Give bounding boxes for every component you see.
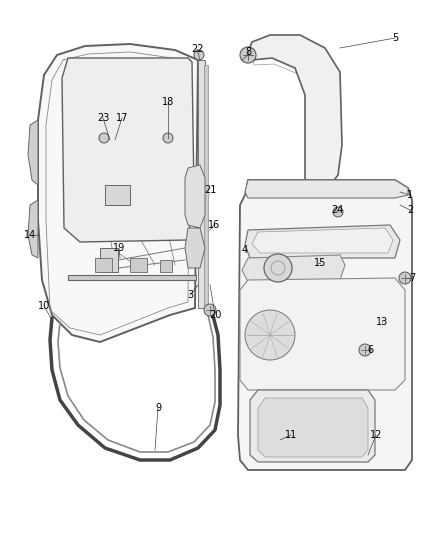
Polygon shape	[28, 120, 38, 185]
Polygon shape	[105, 185, 130, 205]
Polygon shape	[185, 165, 205, 228]
Polygon shape	[100, 248, 118, 272]
Text: 16: 16	[208, 220, 220, 230]
Polygon shape	[240, 278, 405, 390]
Polygon shape	[62, 58, 194, 242]
Polygon shape	[160, 260, 172, 272]
Text: 23: 23	[97, 113, 109, 123]
Text: 4: 4	[242, 245, 248, 255]
Polygon shape	[248, 35, 342, 190]
Polygon shape	[245, 225, 400, 258]
Text: 17: 17	[116, 113, 128, 123]
Circle shape	[204, 304, 216, 316]
Text: 2: 2	[407, 205, 413, 215]
Text: 22: 22	[191, 44, 203, 54]
Circle shape	[99, 133, 109, 143]
Text: 14: 14	[24, 230, 36, 240]
Circle shape	[163, 133, 173, 143]
Text: 6: 6	[367, 345, 373, 355]
Polygon shape	[38, 44, 198, 342]
Text: 20: 20	[209, 310, 221, 320]
Circle shape	[359, 344, 371, 356]
Circle shape	[264, 254, 292, 282]
Text: 5: 5	[392, 33, 398, 43]
Polygon shape	[258, 398, 368, 457]
Polygon shape	[204, 65, 208, 305]
Polygon shape	[238, 180, 412, 470]
Text: 8: 8	[245, 47, 251, 57]
Polygon shape	[242, 255, 345, 282]
Text: 15: 15	[314, 258, 326, 268]
Text: 11: 11	[285, 430, 297, 440]
Text: 24: 24	[331, 205, 343, 215]
Text: 12: 12	[370, 430, 382, 440]
Text: 9: 9	[155, 403, 161, 413]
Polygon shape	[250, 390, 375, 462]
Circle shape	[194, 50, 204, 60]
Polygon shape	[198, 60, 205, 308]
Circle shape	[399, 272, 411, 284]
Text: 21: 21	[204, 185, 216, 195]
Text: 1: 1	[407, 190, 413, 200]
Polygon shape	[130, 258, 147, 272]
Circle shape	[245, 310, 295, 360]
Polygon shape	[252, 228, 393, 253]
Text: 7: 7	[409, 273, 415, 283]
Circle shape	[333, 207, 343, 217]
Text: 18: 18	[162, 97, 174, 107]
Text: 19: 19	[113, 243, 125, 253]
Polygon shape	[185, 228, 205, 268]
Text: 13: 13	[376, 317, 388, 327]
Text: 10: 10	[38, 301, 50, 311]
Text: 3: 3	[187, 290, 193, 300]
Polygon shape	[68, 275, 196, 280]
Polygon shape	[245, 180, 408, 198]
Polygon shape	[28, 200, 38, 258]
Circle shape	[240, 47, 256, 63]
Polygon shape	[95, 258, 112, 272]
